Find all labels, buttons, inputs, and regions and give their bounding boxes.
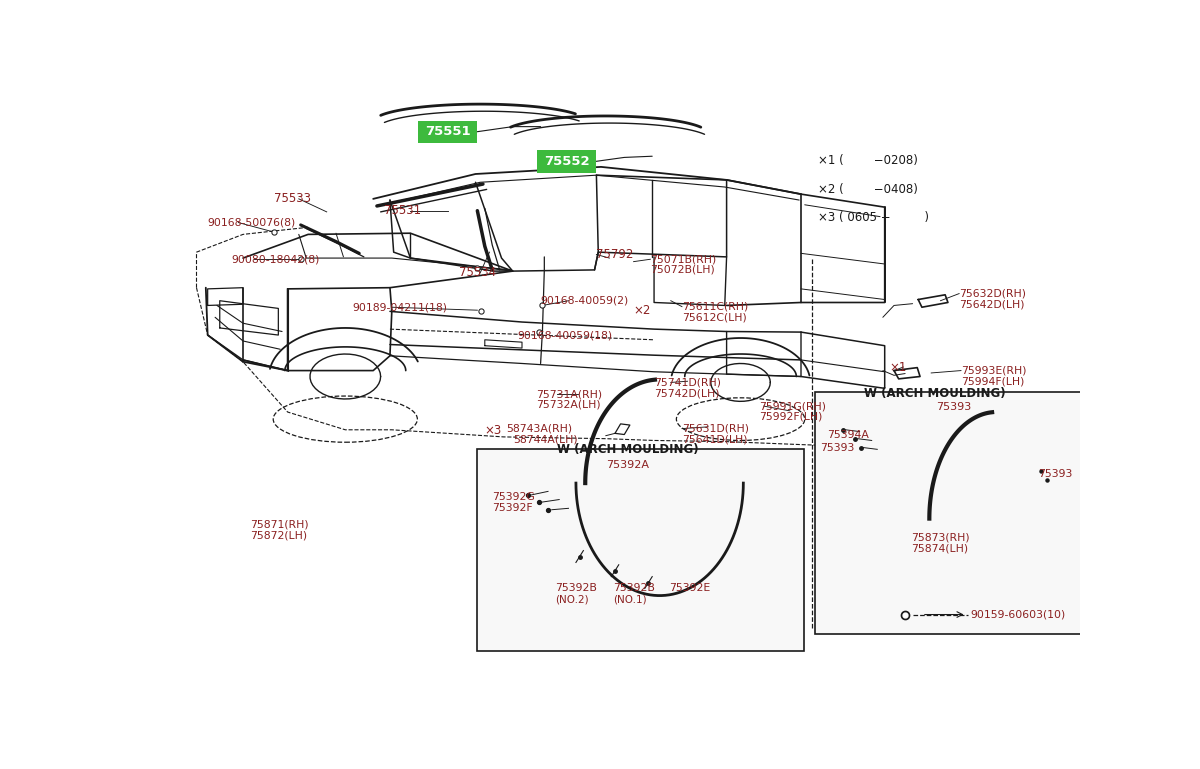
Text: 75611C(RH): 75611C(RH): [682, 301, 749, 311]
Text: W (ARCH MOULDING): W (ARCH MOULDING): [557, 444, 698, 457]
Text: ×3: ×3: [485, 424, 502, 438]
FancyBboxPatch shape: [418, 121, 478, 143]
Text: (NO.1): (NO.1): [613, 594, 647, 604]
Text: 90189-04211(18): 90189-04211(18): [353, 302, 448, 312]
Text: 75072B(LH): 75072B(LH): [650, 265, 715, 275]
Text: 75392E: 75392E: [668, 584, 710, 594]
Text: 75631D(RH): 75631D(RH): [682, 424, 749, 434]
Text: 75732A(LH): 75732A(LH): [536, 400, 600, 410]
Text: 75742D(LH): 75742D(LH): [654, 388, 720, 398]
Text: (NO.2): (NO.2): [556, 594, 589, 604]
Text: 75534: 75534: [458, 266, 496, 279]
Text: 75392G: 75392G: [492, 492, 535, 502]
Text: 75994F(LH): 75994F(LH): [961, 376, 1025, 386]
Text: 90168-50076(8): 90168-50076(8): [208, 218, 296, 228]
Text: 75612C(LH): 75612C(LH): [682, 312, 746, 322]
Text: 75392F: 75392F: [492, 503, 533, 513]
Text: 75992F(LH): 75992F(LH): [760, 411, 822, 421]
Text: 75641D(LH): 75641D(LH): [682, 434, 748, 444]
Text: 75392A: 75392A: [606, 461, 649, 471]
Text: 75394A: 75394A: [827, 430, 869, 440]
Text: 75642D(LH): 75642D(LH): [959, 299, 1025, 309]
Text: 75874(LH): 75874(LH): [911, 543, 968, 553]
Text: 75552: 75552: [544, 155, 589, 168]
Text: 75392B: 75392B: [613, 584, 655, 594]
Text: 75792: 75792: [596, 248, 634, 261]
FancyBboxPatch shape: [536, 150, 596, 173]
Text: 75632D(RH): 75632D(RH): [959, 288, 1026, 298]
Text: 90168-40059(18): 90168-40059(18): [517, 330, 612, 340]
Text: 75393: 75393: [1038, 469, 1073, 479]
Text: 75731A(RH): 75731A(RH): [536, 389, 602, 399]
Text: ×2: ×2: [634, 304, 650, 317]
FancyBboxPatch shape: [478, 449, 804, 651]
Text: ×1: ×1: [889, 361, 907, 374]
Text: W (ARCH MOULDING): W (ARCH MOULDING): [864, 387, 1006, 400]
Text: 75993E(RH): 75993E(RH): [961, 365, 1026, 375]
Text: 75551: 75551: [425, 125, 470, 138]
Text: 58743A(RH): 58743A(RH): [506, 424, 572, 434]
FancyBboxPatch shape: [815, 392, 1081, 634]
Text: 75533: 75533: [274, 192, 311, 205]
Text: 75871(RH): 75871(RH): [251, 520, 310, 530]
Text: 75393: 75393: [936, 402, 971, 412]
Text: 75741D(RH): 75741D(RH): [654, 378, 721, 388]
Text: ×1 (        −0208): ×1 ( −0208): [817, 155, 918, 168]
Text: 75873(RH): 75873(RH): [911, 533, 970, 543]
Text: ×2 (        −0408): ×2 ( −0408): [817, 183, 918, 196]
Text: 75393: 75393: [820, 442, 854, 453]
Text: 90080-18042(8): 90080-18042(8): [232, 255, 320, 265]
Text: 75991G(RH): 75991G(RH): [760, 401, 826, 411]
Text: 75071B(RH): 75071B(RH): [650, 255, 716, 265]
Text: 58744A(LH): 58744A(LH): [512, 434, 577, 444]
Text: 90159-60603(10): 90159-60603(10): [971, 610, 1066, 620]
Text: ×3 ( 0605 −         ): ×3 ( 0605 − ): [817, 211, 929, 225]
Text: 75392B: 75392B: [556, 584, 598, 594]
Text: 75531: 75531: [384, 205, 421, 217]
Text: 90168-40059(2): 90168-40059(2): [540, 296, 629, 306]
Text: 75872(LH): 75872(LH): [251, 530, 307, 540]
